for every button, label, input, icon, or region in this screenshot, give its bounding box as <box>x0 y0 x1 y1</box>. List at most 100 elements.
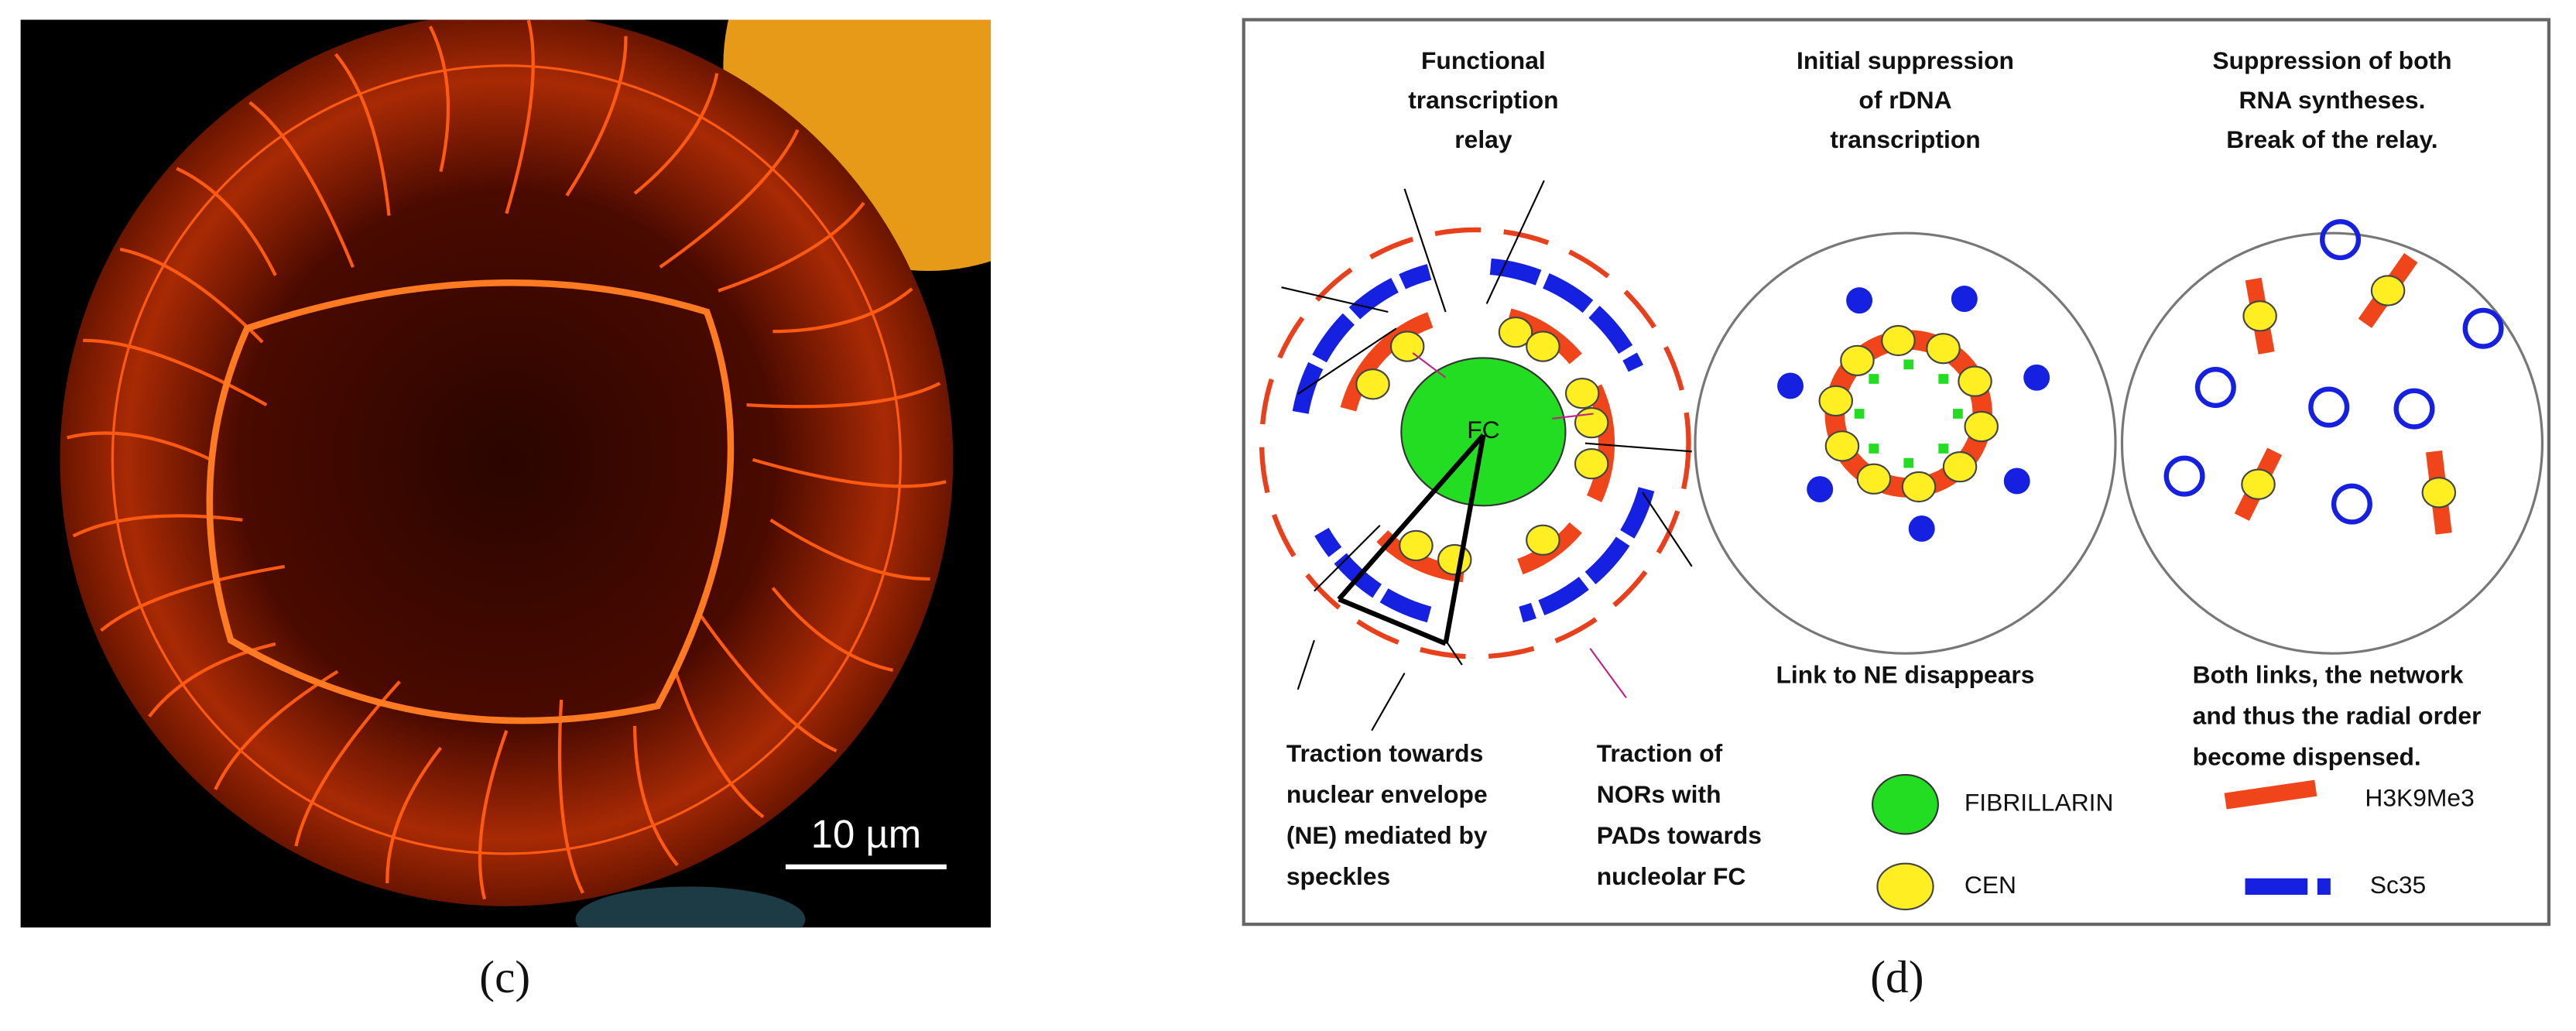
sc35-dot <box>1908 516 1935 542</box>
cen-marker <box>1564 377 1600 409</box>
fiber <box>385 746 443 884</box>
fiber <box>769 518 930 581</box>
arrow <box>1314 524 1381 592</box>
fiber <box>557 699 584 894</box>
cen-marker <box>2370 275 2406 307</box>
fibrillarin-dot <box>1869 444 1879 454</box>
nuclear-envelope <box>1259 227 1691 659</box>
arrow <box>1403 188 1447 313</box>
text-line: Traction of <box>1597 739 1723 767</box>
fiber <box>248 101 355 268</box>
fiber <box>72 514 243 538</box>
sc35-dot <box>2331 483 2372 525</box>
legend-h3k9 <box>2224 779 2317 810</box>
text-line: PADs towards <box>1597 821 1762 849</box>
panel-label: (c) <box>479 951 530 1002</box>
cell <box>60 19 954 906</box>
traction-line <box>1337 433 1485 601</box>
fibers <box>67 19 947 900</box>
arrow <box>1485 180 1545 304</box>
fiber <box>100 564 286 632</box>
diagram-shapes <box>1259 180 2544 911</box>
diagram-texts: Functional transcription relay Initial supp… <box>1286 46 2482 899</box>
fiber <box>478 730 509 900</box>
cen-marker <box>1574 448 1609 480</box>
fibrillarin-dot <box>1903 457 1914 468</box>
cen-marker <box>1881 324 1916 357</box>
cen-marker <box>1574 407 1609 439</box>
fibrillarin <box>1400 357 1567 507</box>
fibrillarin-dot <box>1953 409 1963 419</box>
text-line: RNA syntheses. <box>2239 86 2426 114</box>
fiber <box>771 587 894 672</box>
text-line: of rDNA <box>1858 86 1951 114</box>
text-line: Break of the relay. <box>2226 125 2437 153</box>
arrow <box>1589 648 1627 699</box>
text-line: Suppression of both <box>2212 46 2451 74</box>
cen-marker <box>2241 468 2276 500</box>
text-line: Functional <box>1421 46 1546 74</box>
sc35-dot <box>2320 219 2362 261</box>
sc35-dot <box>2194 367 2236 409</box>
cen-marker <box>1824 430 1860 462</box>
text-line: NORs with <box>1597 780 1721 808</box>
traction-line <box>1443 434 1486 645</box>
fiber <box>697 612 838 752</box>
legend-label: CEN <box>1965 871 2016 899</box>
fibrillarin-dot <box>1869 374 1879 384</box>
fiber <box>772 287 913 334</box>
h3k9-arc <box>1586 384 1615 502</box>
fiber <box>428 26 450 173</box>
micrograph: 10 µm <box>20 19 992 928</box>
fiber <box>565 36 628 197</box>
fiber <box>632 725 679 867</box>
cen-marker <box>1399 529 1434 562</box>
nucleus-rim <box>206 279 735 724</box>
cen-marker <box>1526 331 1560 362</box>
fibrillarin-dot <box>1903 359 1914 370</box>
text-line: Both links, the network <box>2193 660 2464 688</box>
cen-marker <box>1958 365 1992 397</box>
sc35-dot <box>2023 364 2050 391</box>
text-line: Traction towards <box>1286 739 1483 767</box>
sc35-dot <box>1846 287 1873 314</box>
text-line: relay <box>1454 125 1512 153</box>
text-line: speckles <box>1286 862 1390 890</box>
sc35-dot <box>2308 386 2350 428</box>
legend-fibrillarin <box>1872 774 1939 835</box>
text-line: (NE) mediated by <box>1286 821 1488 849</box>
arrow <box>1584 442 1692 453</box>
fiber <box>673 670 765 819</box>
fiber <box>294 680 401 847</box>
fiber-ring <box>111 64 903 855</box>
nucleus <box>1694 231 2117 655</box>
cen-marker <box>1964 410 1999 443</box>
fibrillarin-dot <box>1938 374 1949 384</box>
cen-marker <box>1437 543 1472 576</box>
sc35-dot <box>1951 286 1978 312</box>
cen-marker <box>1942 451 1978 483</box>
arrow <box>1552 413 1594 420</box>
fiber <box>659 128 800 269</box>
fiber <box>83 338 268 406</box>
note: Link to NE disappears <box>1776 660 2035 688</box>
traction-line <box>1338 597 1447 646</box>
text-line: transcription <box>1830 125 1980 153</box>
sc35-dot <box>2462 307 2504 349</box>
fiber <box>214 670 339 790</box>
fiber <box>746 382 941 409</box>
text-line: and thus the radial order <box>2193 701 2482 729</box>
sc35-dot <box>2003 468 2030 495</box>
text-line: nuclear envelope <box>1286 780 1488 808</box>
arrow <box>1297 327 1397 395</box>
fibrillarin-dot <box>1854 409 1865 419</box>
cen-marker <box>1526 524 1560 556</box>
sc35-arc <box>1519 487 1655 623</box>
fiber <box>67 431 212 461</box>
fiber <box>119 247 264 344</box>
cen-marker <box>1355 368 1390 400</box>
sc35-dot <box>2163 455 2205 497</box>
nucleus <box>2120 231 2544 655</box>
fiber <box>633 73 719 195</box>
